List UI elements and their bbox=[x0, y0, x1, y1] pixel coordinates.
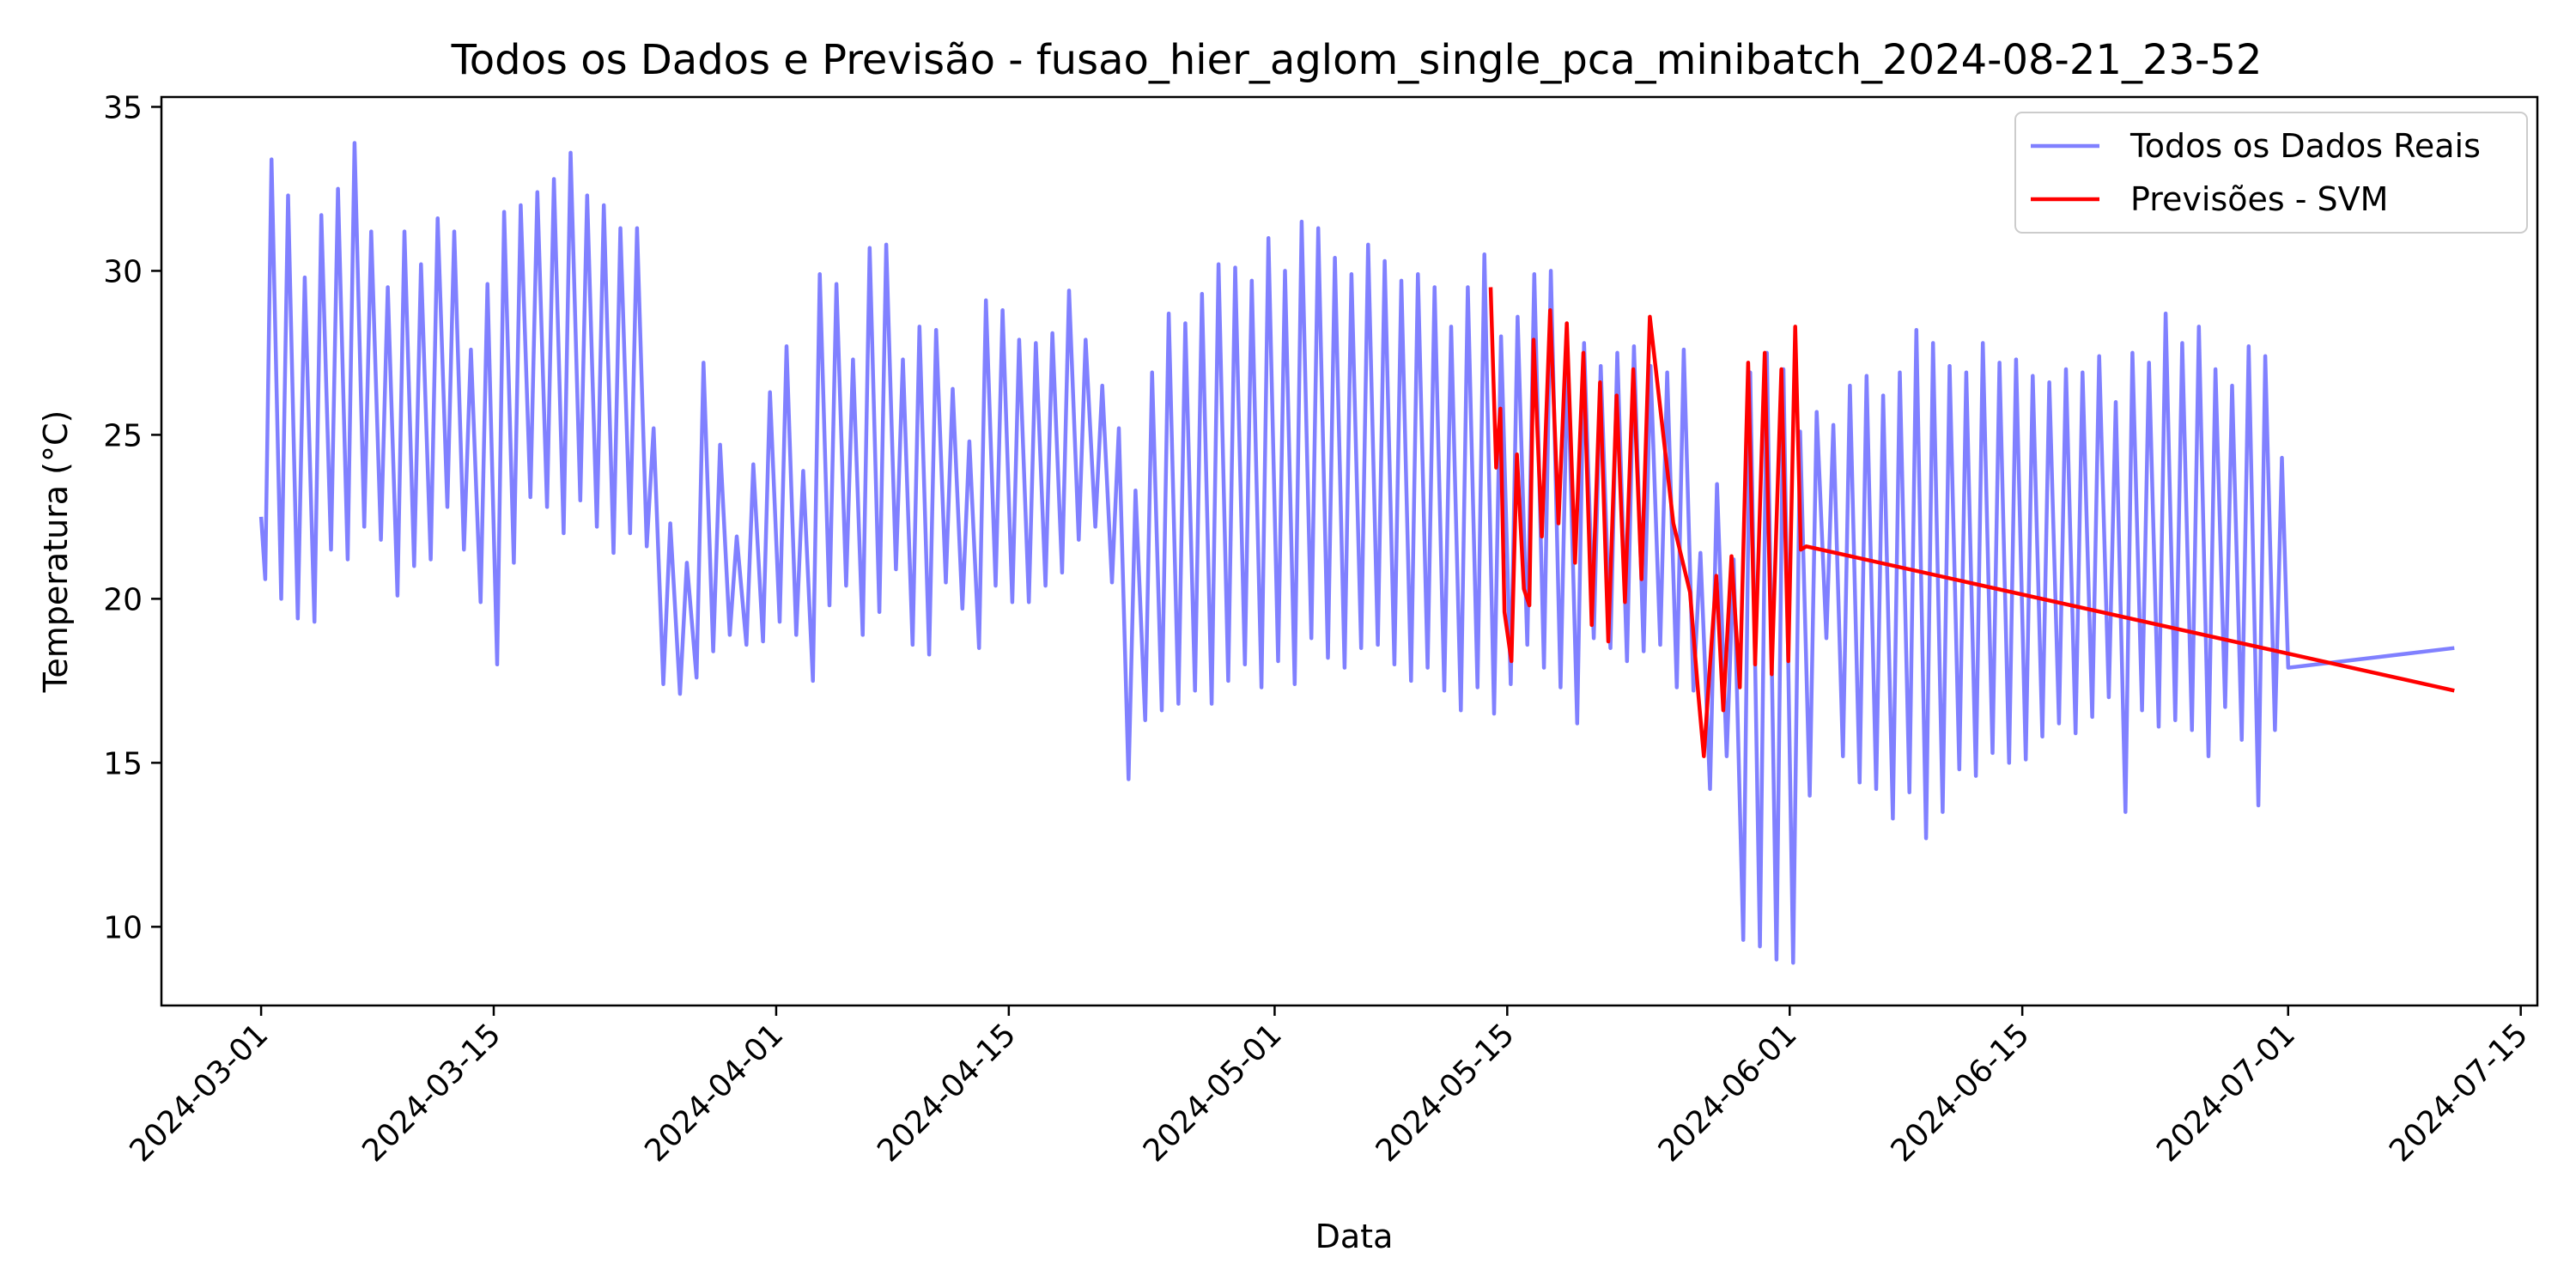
x-axis-label: Data bbox=[1315, 1218, 1394, 1255]
legend-label: Previsões - SVM bbox=[2130, 180, 2388, 218]
plot-frame bbox=[160, 95, 2539, 1007]
y-tick-label: 35 bbox=[103, 90, 143, 125]
series-layer bbox=[258, 141, 2455, 965]
y-tick-label: 15 bbox=[103, 746, 143, 781]
y-tick-label: 30 bbox=[103, 254, 143, 289]
y-axis: 10 15 20 25 30 35 bbox=[103, 90, 161, 945]
y-axis-label: Temperatura (°C) bbox=[37, 410, 75, 694]
y-tick-label: 10 bbox=[103, 910, 143, 945]
legend-label: Todos os Dados Reais bbox=[2129, 127, 2481, 165]
series-line-actual bbox=[258, 141, 2455, 965]
legend-box bbox=[2014, 112, 2528, 234]
y-tick-label: 25 bbox=[103, 418, 143, 453]
series-line-prediction bbox=[1488, 287, 2455, 758]
legend: Todos os Dados Reais Previsões - SVM bbox=[2014, 112, 2528, 234]
y-tick-label: 20 bbox=[103, 582, 143, 617]
chart-title: Todos os Dados e Previsão - fusao_hier_a… bbox=[451, 36, 2263, 84]
